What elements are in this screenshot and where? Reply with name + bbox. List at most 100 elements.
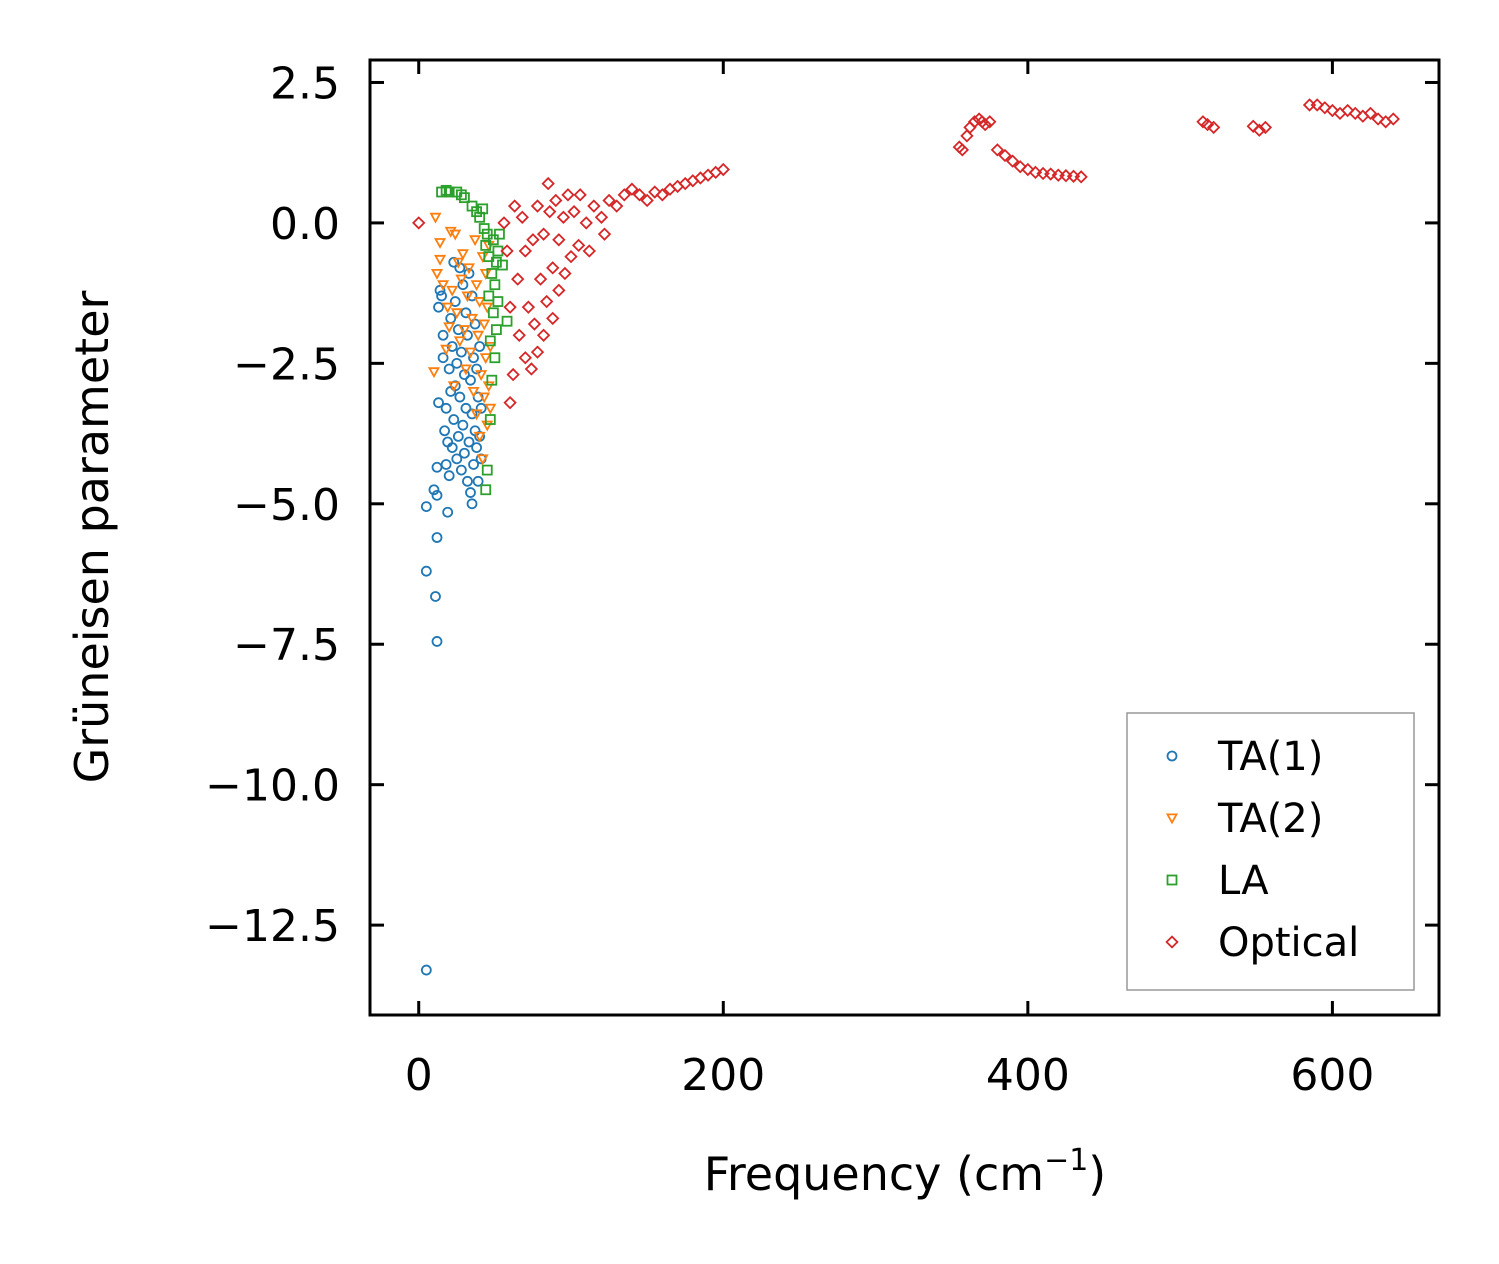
y-tick-label: 0.0 [270,199,340,250]
point-ta-2 [478,392,491,404]
point-optical [573,188,587,202]
point-optical [1206,120,1221,135]
point-optical [655,188,670,202]
point-ta-2 [462,263,476,275]
point-la [490,324,502,336]
point-optical [539,294,554,309]
point-optical [530,345,545,359]
point-optical [530,199,545,213]
point-ta-1 [451,453,463,465]
point-ta-1 [463,436,475,448]
point-ta-2 [446,285,459,297]
point-optical [998,148,1012,163]
point-ta-2 [440,344,453,356]
point-ta-1 [439,425,451,437]
x-axis-label-suffix: ) [1088,1147,1106,1201]
point-ta-2 [447,381,460,393]
point-ta-2 [449,229,462,241]
point-ta-1 [445,313,457,324]
point-ta-1 [455,346,467,358]
point-ta-1 [431,461,443,473]
point-la [486,374,498,386]
point-ta-2 [443,322,456,334]
point-optical [503,396,517,410]
point-optical [527,317,542,331]
x-tick-label: 200 [681,1050,765,1101]
point-optical [412,216,426,230]
point-ta-1 [437,352,449,364]
point-la [501,315,513,327]
point-ta-2 [470,409,483,421]
point-ta-1 [455,464,467,476]
point-ta-1 [451,357,463,369]
point-optical [990,143,1005,157]
point-optical [515,210,529,224]
point-ta-2 [479,353,492,365]
point-la [489,279,501,291]
point-ta-1 [460,402,472,414]
y-tick-label: −7.5 [233,620,340,671]
legend-marker-la [1166,874,1178,886]
x-tick-label: 600 [1290,1050,1374,1101]
point-la [477,203,489,215]
point-ta-1 [430,591,441,602]
legend-entry-ta-2: TA(2) [1165,796,1323,842]
x-axis-label-main: Frequency (cm [704,1147,1044,1201]
point-ta-1 [462,475,473,487]
plot-frame [368,58,1441,1017]
point-optical [1310,98,1324,112]
point-ta-1 [433,301,444,313]
point-la [487,307,499,319]
point-ta-2 [464,347,477,359]
point-la [486,268,498,279]
point-ta-2 [459,364,472,376]
point-optical [521,300,536,314]
point-ta-1 [466,290,478,302]
point-optical [512,328,526,342]
legend-label-la: LA [1218,858,1269,904]
y-tick-label: 2.5 [270,58,340,109]
point-optical [716,162,730,177]
point-optical [536,328,551,342]
point-la [494,228,505,240]
point-ta-1 [452,430,464,442]
point-optical [497,216,511,230]
point-ta-1 [428,484,440,496]
point-ta-2 [444,226,457,238]
point-optical [983,115,997,129]
point-ta-1 [466,498,478,510]
point-ta-2 [441,302,454,314]
point-la [480,484,492,496]
point-ta-1 [434,284,446,296]
point-optical [597,227,612,241]
point-ta-2 [476,454,489,466]
point-optical [625,182,639,196]
y-tick-label: −5.0 [233,480,340,531]
point-optical [960,129,974,143]
point-optical [549,193,563,208]
point-la [489,352,501,364]
point-ta-2 [476,252,489,263]
legend-label-ta-1: TA(1) [1217,734,1323,780]
point-optical [1013,160,1027,174]
point-la [440,184,452,196]
point-ta-2 [481,420,494,432]
point-optical [1074,170,1088,184]
point-ta-1 [468,459,479,470]
point-ta-1 [465,374,476,386]
point-optical [1021,162,1035,177]
y-tick-label: −12.5 [205,901,340,952]
point-ta-2 [475,370,488,381]
series-layer [412,98,1400,976]
point-ta-2 [430,268,444,280]
x-axis-label: Frequency (cm−1) [704,1143,1107,1201]
point-ta-1 [436,290,447,302]
point-ta-1 [431,532,443,543]
point-la [490,256,502,268]
point-ta-1 [449,296,461,307]
legend-entry-la: LA [1166,858,1269,904]
point-optical [518,244,532,258]
point-optical [503,300,517,314]
point-ta-1 [454,391,466,403]
point-ta-2 [452,257,465,269]
